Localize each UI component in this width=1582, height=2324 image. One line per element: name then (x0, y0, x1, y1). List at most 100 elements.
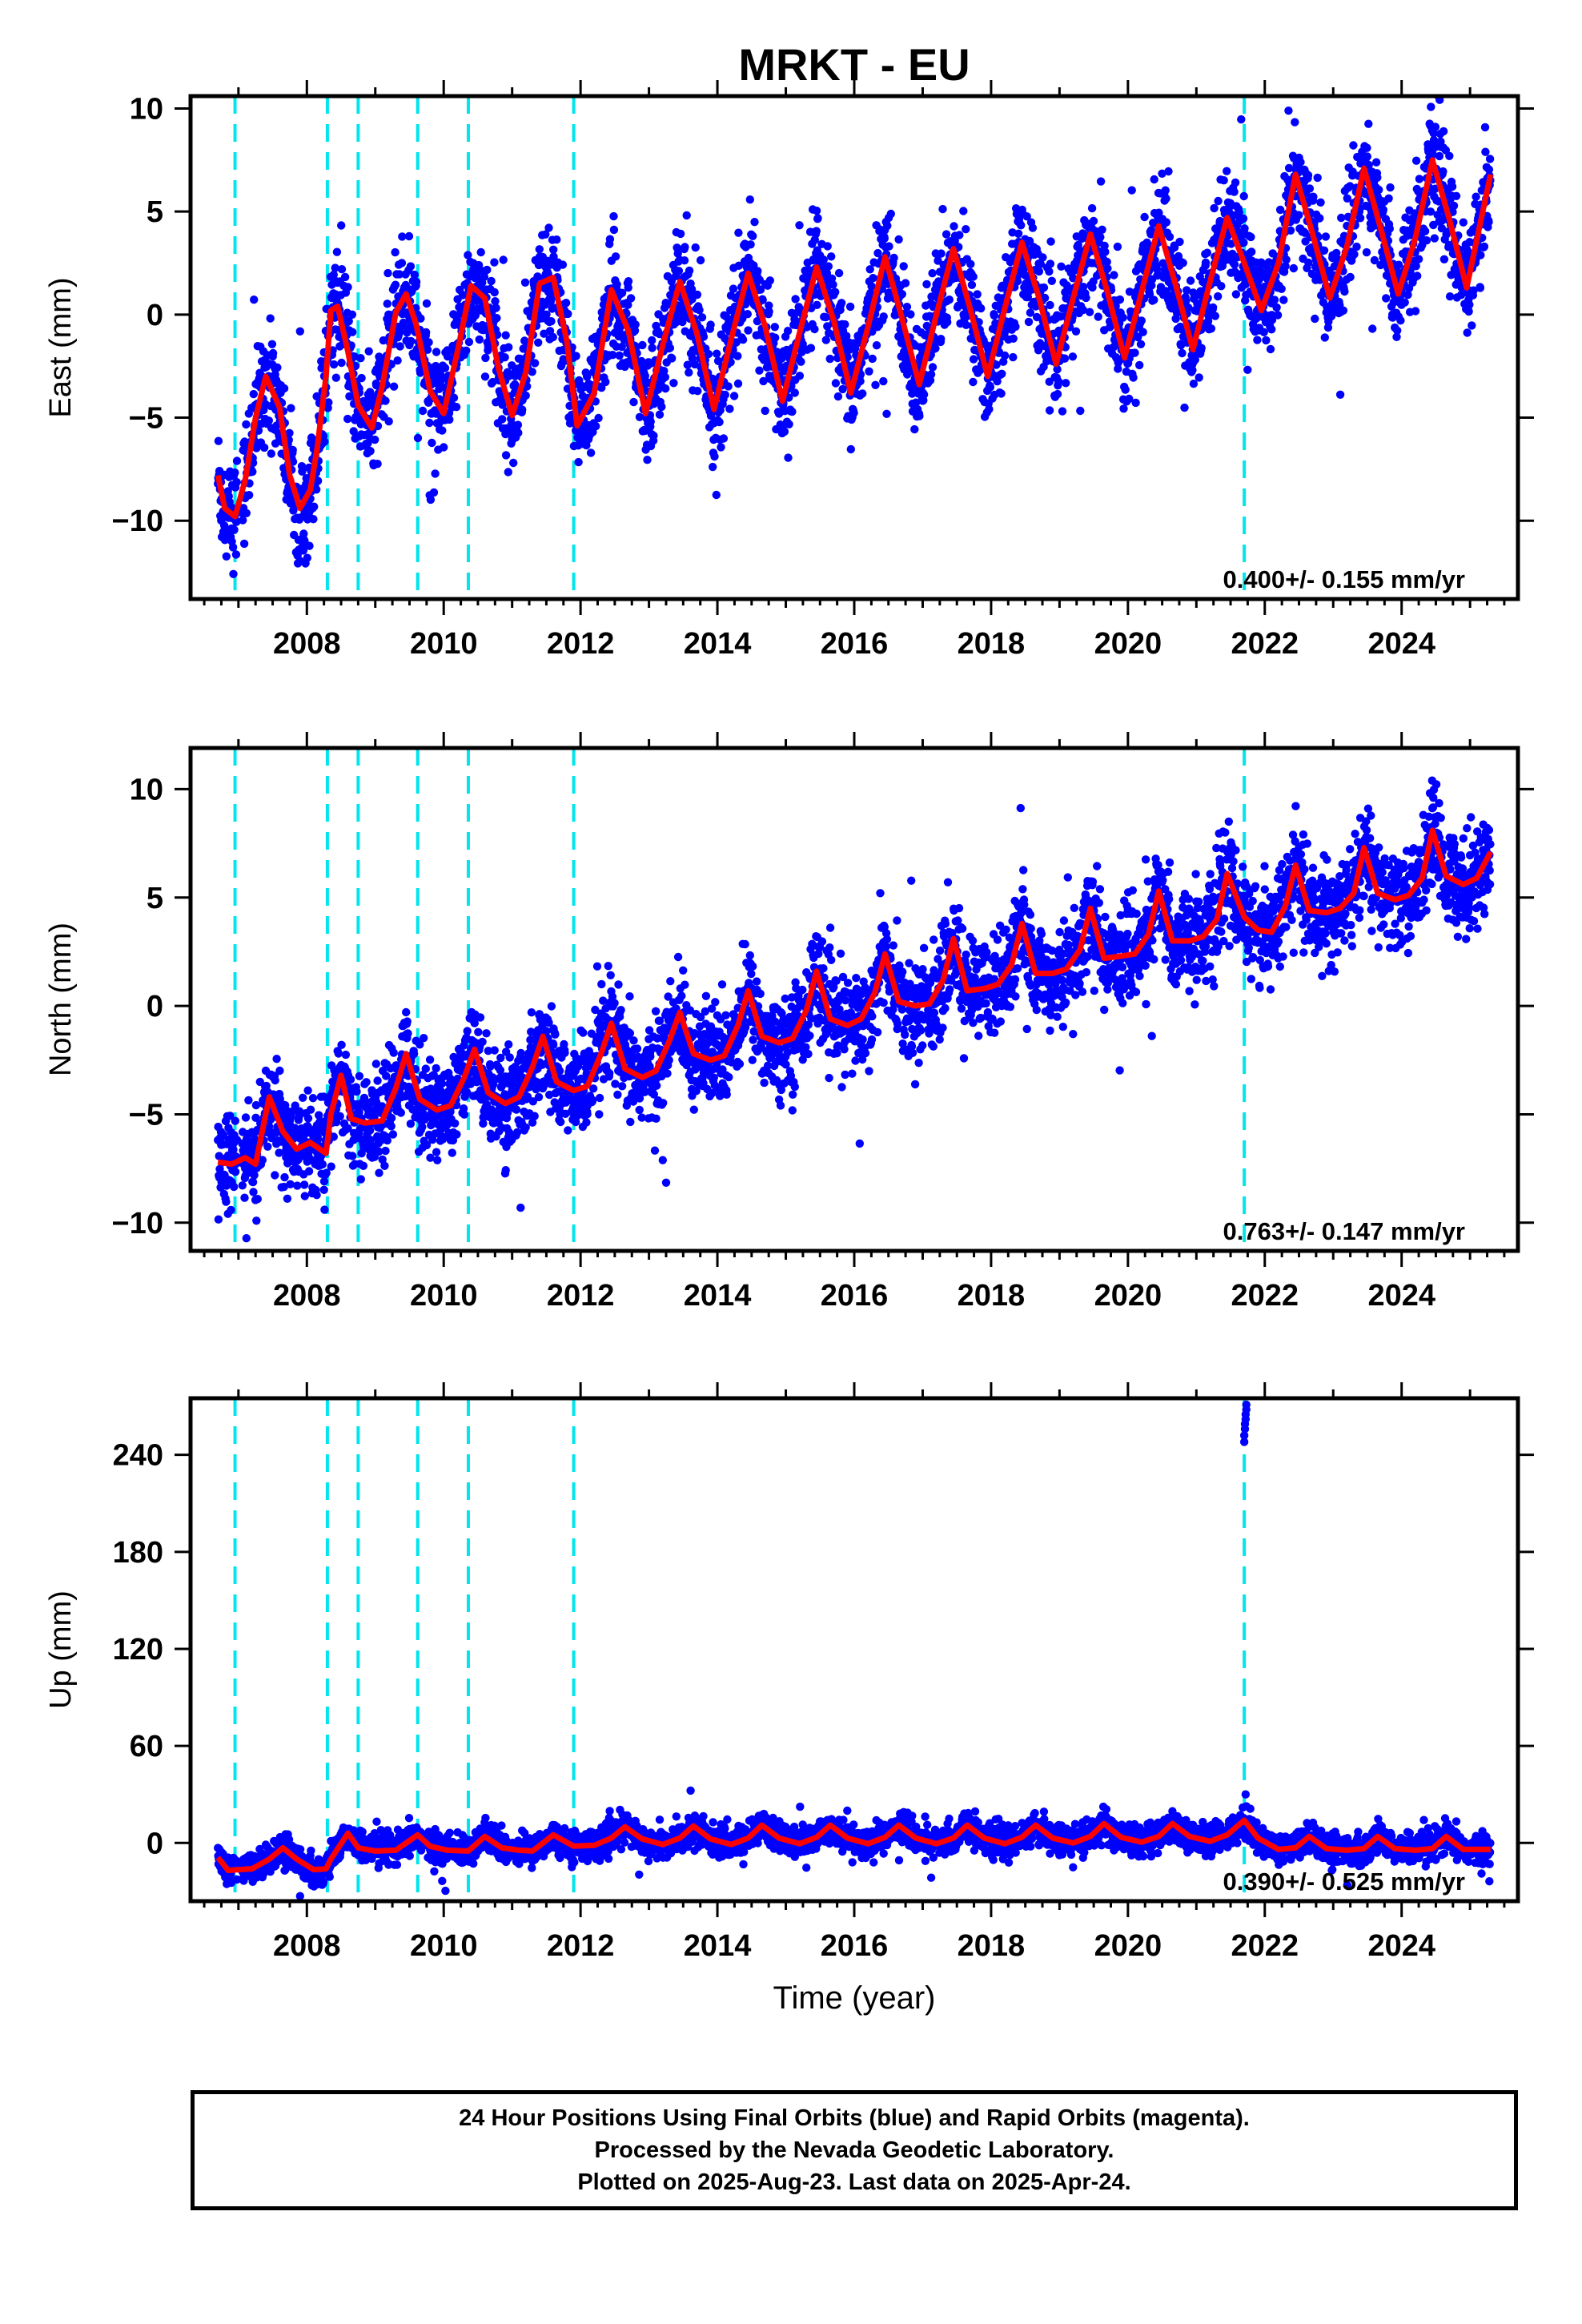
position-point (630, 326, 640, 336)
position-point (1203, 248, 1212, 257)
position-point (443, 352, 452, 361)
position-point (420, 1034, 428, 1043)
position-point (250, 296, 259, 304)
position-point (406, 262, 416, 271)
position-point (499, 255, 508, 264)
position-point (990, 311, 999, 320)
position-point (750, 218, 759, 227)
position-point (387, 1113, 396, 1123)
position-point (1131, 398, 1140, 408)
position-point (1068, 352, 1078, 361)
position-point (1103, 264, 1112, 273)
position-point (335, 1112, 344, 1121)
position-point (476, 247, 485, 257)
position-points (214, 776, 1495, 1243)
position-point (1178, 348, 1186, 358)
position-point (1046, 300, 1054, 310)
position-point (611, 252, 620, 261)
position-point (1164, 167, 1173, 176)
position-point (283, 1194, 292, 1204)
position-point (1170, 243, 1179, 252)
y-axis-label: East (mm) (44, 277, 78, 417)
position-point (520, 278, 530, 287)
position-point (1379, 257, 1388, 267)
position-point (1089, 216, 1098, 226)
position-point (389, 382, 399, 391)
position-point (1393, 326, 1402, 335)
position-point (693, 290, 702, 300)
position-point (347, 310, 357, 319)
position-point (713, 349, 721, 358)
position-point (232, 456, 242, 465)
position-point (1320, 333, 1330, 342)
position-point (928, 269, 937, 278)
position-point (492, 314, 501, 323)
position-point (1145, 289, 1154, 299)
position-point (242, 420, 251, 429)
position-point (1247, 247, 1256, 256)
position-point (317, 364, 326, 372)
position-point (504, 343, 513, 352)
position-point (433, 1156, 442, 1165)
position-point (1277, 284, 1286, 293)
position-point (1469, 286, 1478, 295)
y-axis (175, 107, 1534, 522)
position-point (337, 221, 346, 230)
position-point (1046, 237, 1055, 246)
position-point (355, 1072, 364, 1081)
position-point (945, 296, 954, 304)
position-point (303, 553, 311, 562)
position-point (756, 285, 765, 294)
position-point (1106, 323, 1114, 332)
position-point (432, 348, 441, 356)
position-point (1267, 316, 1277, 324)
position-point (1100, 241, 1109, 251)
position-point (594, 413, 603, 423)
position-point (324, 398, 333, 407)
position-point (423, 345, 432, 354)
position-point (483, 265, 492, 275)
position-point (488, 377, 497, 387)
position-point (765, 301, 773, 310)
x-tick-label: 2016 (821, 627, 889, 661)
position-point (334, 1049, 343, 1058)
position-point (834, 268, 844, 278)
position-point (1316, 198, 1325, 207)
position-point (617, 342, 626, 352)
position-point (880, 234, 889, 243)
position-point (259, 443, 269, 452)
position-point (1082, 293, 1090, 303)
position-point (719, 434, 729, 443)
position-point (1414, 255, 1423, 263)
position-point (1427, 149, 1437, 158)
position-point (1109, 343, 1118, 352)
position-point (1476, 251, 1485, 259)
position-point (403, 1017, 412, 1026)
position-point (521, 391, 530, 400)
position-point (228, 543, 238, 552)
position-point (1309, 192, 1318, 201)
position-point (1431, 123, 1440, 131)
position-point (1445, 151, 1454, 160)
position-point (428, 438, 436, 448)
position-point (1281, 262, 1290, 271)
position-point (1385, 224, 1395, 233)
position-point (660, 367, 669, 376)
position-point (858, 389, 867, 398)
position-point (1186, 276, 1195, 285)
position-point (1189, 380, 1199, 388)
position-point (312, 1191, 321, 1200)
position-point (1062, 281, 1071, 290)
position-point (240, 1193, 249, 1202)
position-point (998, 369, 1006, 378)
position-point (279, 384, 289, 393)
position-point (1231, 178, 1240, 187)
position-point (1150, 175, 1158, 184)
position-point (1346, 272, 1355, 282)
position-point (509, 458, 518, 468)
position-point (1045, 406, 1054, 415)
position-point (709, 462, 717, 472)
position-point (548, 332, 557, 342)
position-point (626, 294, 636, 303)
position-point (1013, 277, 1022, 286)
